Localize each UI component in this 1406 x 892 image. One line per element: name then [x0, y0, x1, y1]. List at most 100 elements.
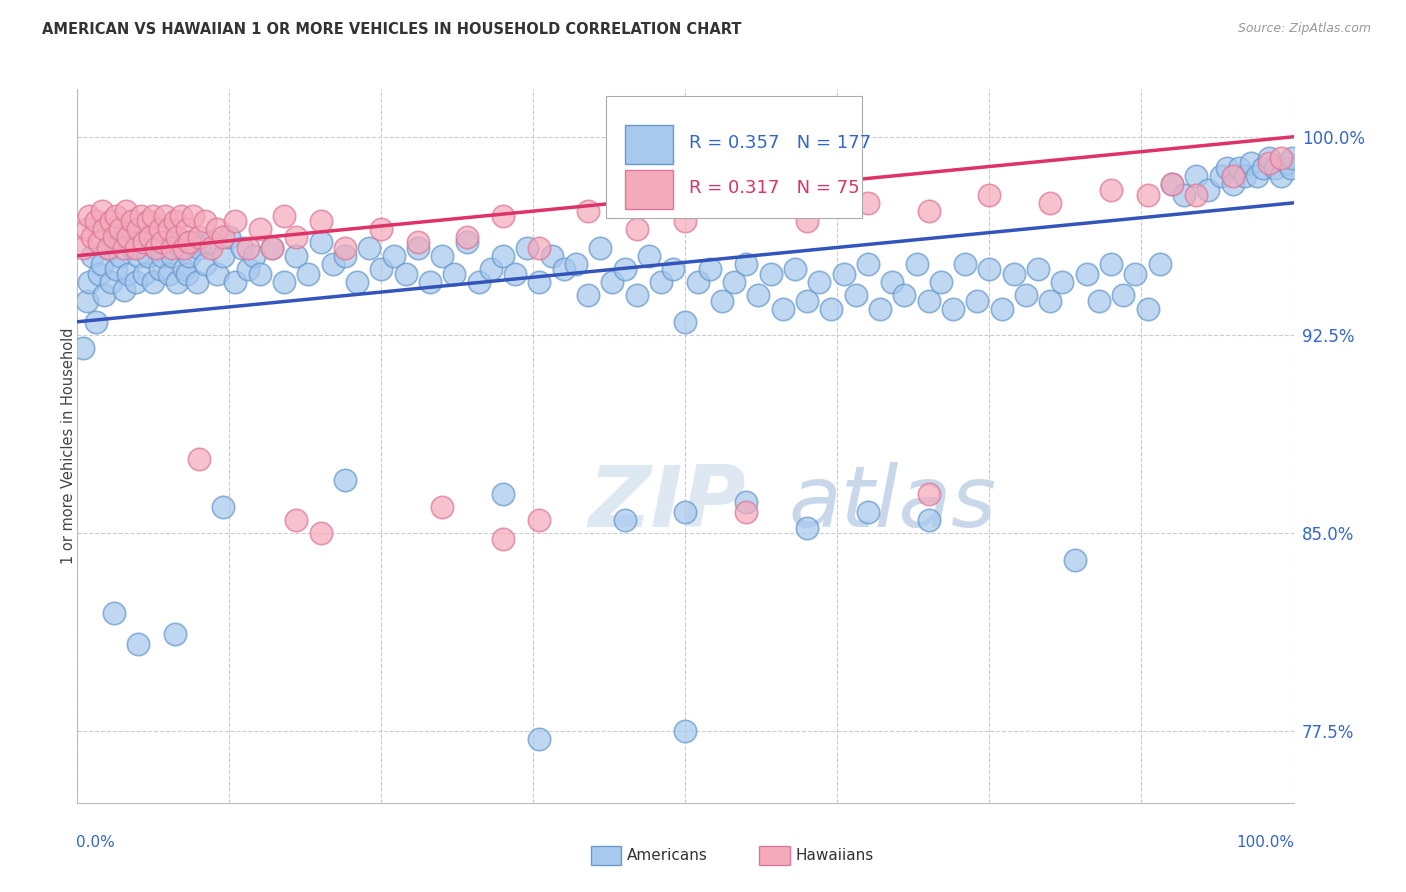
- Point: [747, 288, 769, 302]
- Point: [796, 293, 818, 308]
- Point: [218, 230, 240, 244]
- Point: [1026, 261, 1049, 276]
- Point: [115, 203, 138, 218]
- Point: [359, 241, 381, 255]
- Bar: [624, 125, 673, 164]
- Point: [100, 214, 122, 228]
- Point: [139, 230, 162, 244]
- Point: [1264, 161, 1286, 176]
- Point: [260, 241, 283, 255]
- Point: [589, 241, 612, 255]
- Point: [285, 230, 308, 244]
- Point: [529, 275, 551, 289]
- Y-axis label: 1 or more Vehicles in Household: 1 or more Vehicles in Household: [62, 327, 76, 565]
- Point: [735, 257, 758, 271]
- Point: [540, 249, 562, 263]
- Point: [856, 195, 879, 210]
- Point: [1039, 293, 1062, 308]
- Point: [1281, 151, 1303, 165]
- Point: [626, 222, 648, 236]
- Point: [72, 341, 94, 355]
- Point: [406, 241, 429, 255]
- Point: [796, 214, 818, 228]
- Point: [1246, 169, 1268, 184]
- Point: [492, 209, 515, 223]
- Point: [112, 241, 135, 255]
- Point: [456, 230, 478, 244]
- Point: [1258, 156, 1281, 170]
- Point: [662, 261, 685, 276]
- Point: [200, 235, 222, 250]
- Point: [145, 241, 167, 255]
- Point: [942, 301, 965, 316]
- Point: [188, 230, 211, 244]
- Point: [1173, 188, 1195, 202]
- Point: [503, 267, 526, 281]
- Point: [100, 275, 122, 289]
- Point: [212, 500, 235, 514]
- Point: [395, 267, 418, 281]
- Point: [242, 249, 264, 263]
- Point: [89, 235, 111, 250]
- Point: [918, 203, 941, 218]
- Point: [1039, 195, 1062, 210]
- Point: [759, 267, 782, 281]
- Point: [370, 261, 392, 276]
- Point: [139, 230, 162, 244]
- Point: [467, 275, 489, 289]
- Point: [1136, 301, 1159, 316]
- Point: [170, 241, 193, 255]
- Bar: [624, 169, 673, 209]
- Point: [796, 521, 818, 535]
- Point: [236, 241, 259, 255]
- Point: [638, 249, 661, 263]
- Point: [153, 209, 176, 223]
- Point: [1076, 267, 1098, 281]
- Point: [179, 249, 201, 263]
- Point: [160, 241, 183, 255]
- Point: [529, 732, 551, 747]
- Point: [297, 267, 319, 281]
- Point: [117, 230, 139, 244]
- Point: [492, 532, 515, 546]
- Point: [236, 261, 259, 276]
- Point: [918, 486, 941, 500]
- Point: [1277, 156, 1299, 170]
- Point: [613, 513, 636, 527]
- Point: [820, 301, 842, 316]
- Point: [231, 241, 253, 255]
- Point: [516, 241, 538, 255]
- Point: [479, 261, 502, 276]
- Point: [129, 235, 152, 250]
- Point: [188, 241, 211, 255]
- Point: [149, 261, 172, 276]
- Point: [90, 203, 112, 218]
- Point: [529, 513, 551, 527]
- Point: [553, 261, 575, 276]
- Point: [1136, 188, 1159, 202]
- Point: [979, 188, 1001, 202]
- Point: [990, 301, 1012, 316]
- Point: [84, 214, 107, 228]
- Point: [626, 288, 648, 302]
- Point: [565, 257, 588, 271]
- Text: AMERICAN VS HAWAIIAN 1 OR MORE VEHICLES IN HOUSEHOLD CORRELATION CHART: AMERICAN VS HAWAIIAN 1 OR MORE VEHICLES …: [42, 22, 742, 37]
- Point: [576, 203, 599, 218]
- Point: [1052, 275, 1074, 289]
- Point: [103, 235, 125, 250]
- Point: [1161, 178, 1184, 192]
- Point: [1209, 169, 1232, 184]
- Point: [1125, 267, 1147, 281]
- Point: [893, 288, 915, 302]
- Point: [1222, 169, 1244, 184]
- Point: [772, 301, 794, 316]
- Point: [430, 500, 453, 514]
- Point: [723, 275, 745, 289]
- Point: [333, 241, 356, 255]
- Point: [173, 241, 195, 255]
- Point: [735, 494, 758, 508]
- Point: [166, 275, 188, 289]
- Point: [134, 235, 156, 250]
- Point: [249, 267, 271, 281]
- Point: [249, 222, 271, 236]
